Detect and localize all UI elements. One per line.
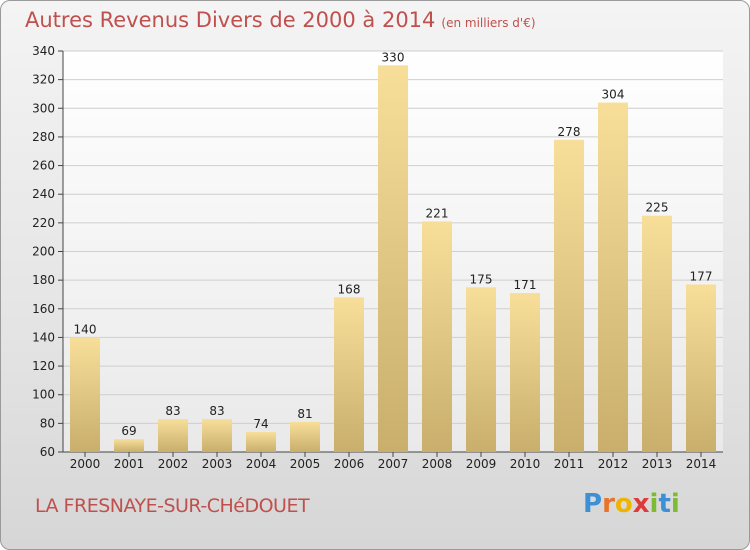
y-tick-label: 100	[32, 388, 55, 402]
x-tick-label: 2002	[158, 457, 189, 471]
bar	[290, 421, 320, 452]
bar	[334, 297, 364, 452]
x-tick-label: 2007	[378, 457, 409, 471]
x-tick-label: 2008	[422, 457, 453, 471]
chart-title-text: Autres Revenus Divers de 2000 à 2014	[25, 8, 436, 32]
data-label: 140	[74, 322, 97, 336]
bar	[378, 65, 408, 453]
x-tick-label: 2001	[114, 457, 145, 471]
y-tick-label: 80	[40, 416, 55, 430]
proxiti-logo: Proxiti	[583, 489, 680, 519]
bar	[246, 431, 276, 452]
bar	[202, 419, 232, 452]
data-label: 304	[602, 88, 625, 102]
bar	[70, 337, 100, 452]
x-tick-label: 2000	[70, 457, 101, 471]
data-label: 83	[209, 404, 224, 418]
x-tick-label: 2013	[642, 457, 673, 471]
data-label: 171	[514, 278, 537, 292]
y-tick-label: 120	[32, 359, 55, 373]
x-tick-label: 2003	[202, 457, 233, 471]
x-tick-label: 2004	[246, 457, 277, 471]
y-tick-label: 300	[32, 101, 55, 115]
y-tick-label: 140	[32, 330, 55, 344]
x-tick-label: 2006	[334, 457, 365, 471]
x-tick-label: 2010	[510, 457, 541, 471]
bar	[686, 284, 716, 452]
data-label: 168	[338, 282, 361, 296]
x-tick-label: 2014	[686, 457, 717, 471]
data-label: 177	[690, 269, 713, 283]
data-label: 74	[253, 417, 268, 431]
data-label: 83	[165, 404, 180, 418]
bar	[466, 287, 496, 452]
x-tick-label: 2009	[466, 457, 497, 471]
x-tick-label: 2011	[554, 457, 585, 471]
town-name: LA FRESNAYE-SUR-CHéDOUET	[35, 495, 310, 517]
bar	[158, 419, 188, 452]
y-tick-label: 60	[40, 445, 55, 459]
y-tick-label: 320	[32, 73, 55, 87]
bar	[554, 139, 584, 453]
bar	[510, 293, 540, 452]
chart-title: Autres Revenus Divers de 2000 à 2014 (en …	[25, 8, 536, 32]
bar	[642, 215, 672, 452]
y-tick-label: 180	[32, 273, 55, 287]
data-label: 330	[382, 50, 405, 64]
data-label: 225	[646, 201, 669, 215]
data-label: 69	[121, 424, 136, 438]
bar	[114, 439, 144, 452]
bar	[598, 102, 628, 453]
y-tick-label: 280	[32, 130, 55, 144]
x-tick-label: 2005	[290, 457, 321, 471]
y-tick-label: 260	[32, 159, 55, 173]
data-label: 278	[558, 125, 581, 139]
y-tick-label: 160	[32, 302, 55, 316]
y-tick-label: 200	[32, 245, 55, 259]
y-tick-label: 220	[32, 216, 55, 230]
data-label: 175	[470, 272, 493, 286]
x-tick-label: 2012	[598, 457, 629, 471]
data-label: 81	[297, 407, 312, 421]
chart-unit: (en milliers d'€)	[441, 16, 536, 30]
y-tick-label: 340	[32, 44, 55, 58]
y-tick-label: 240	[32, 187, 55, 201]
bar	[422, 221, 452, 452]
data-label: 221	[426, 206, 449, 220]
